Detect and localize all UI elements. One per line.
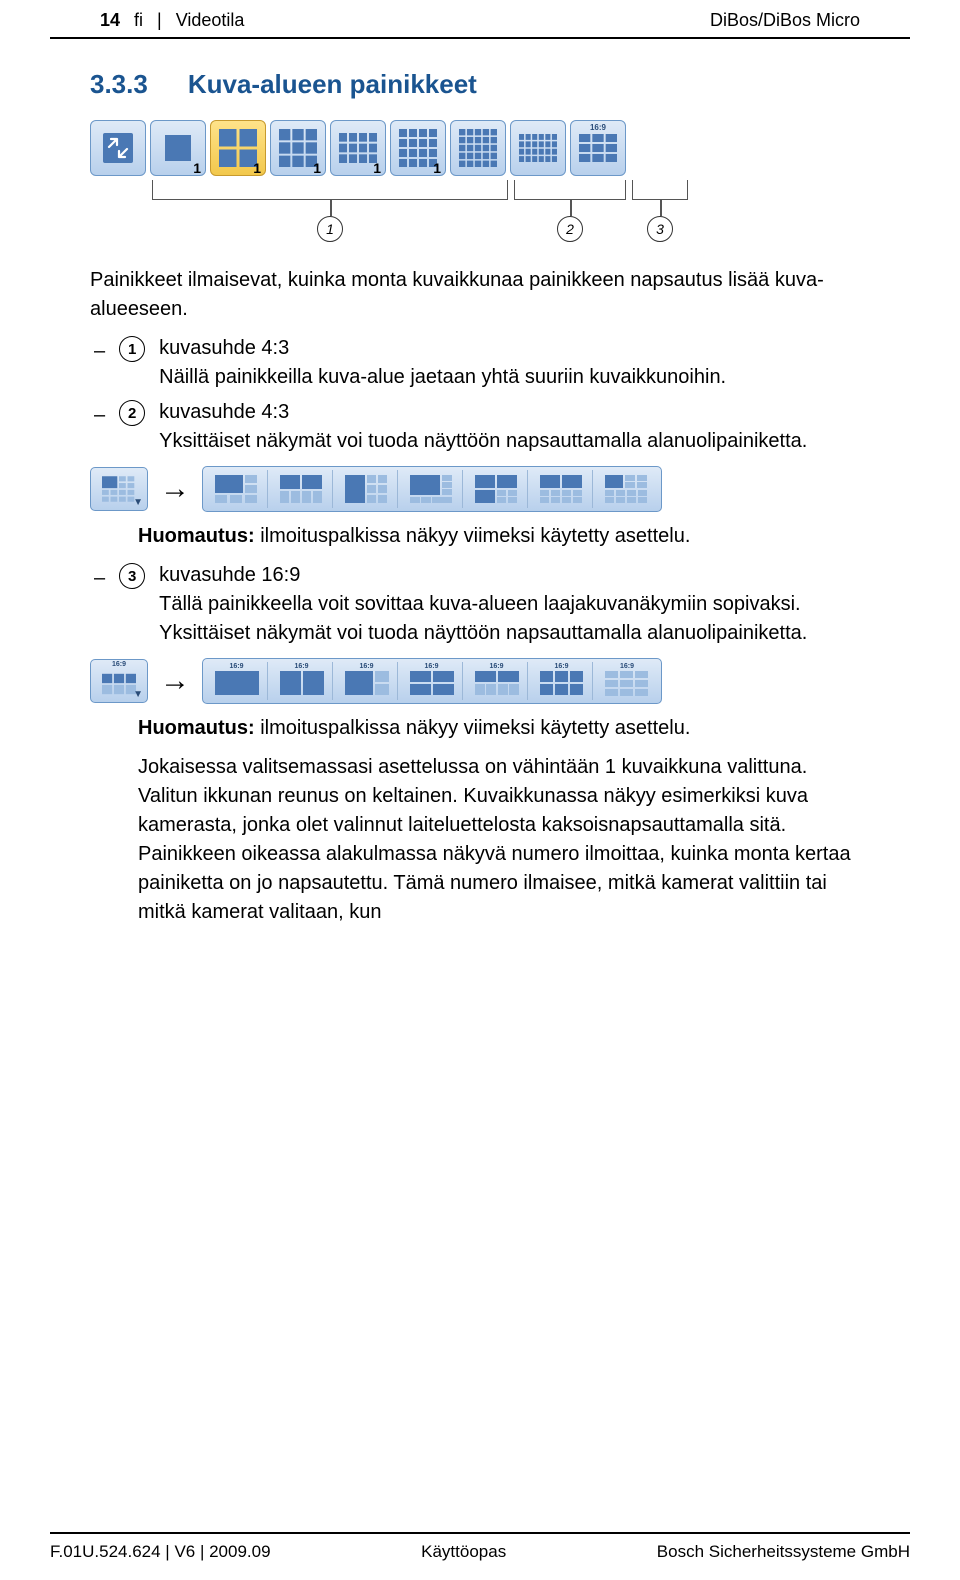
section-number: 3.3.3	[90, 69, 148, 100]
locale: fi	[134, 10, 143, 31]
tail-paragraph: Jokaisessa valitsemassasi asettelussa on…	[138, 753, 870, 927]
callout-line	[330, 200, 332, 216]
page-content: 3.3.3 Kuva-alueen painikkeet 1111116:9 1…	[0, 39, 960, 957]
note-2: Huomautus: ilmoituspalkissa näkyy viimek…	[138, 714, 870, 743]
callout-circle-3: 3	[647, 216, 673, 242]
arrow-icon: →	[160, 664, 190, 698]
layout-button-expand[interactable]	[90, 120, 146, 176]
note1-bold: Huomautus:	[138, 525, 255, 547]
layout-option-1[interactable]	[206, 470, 268, 508]
layout-option-169-1[interactable]: 16:9	[206, 662, 268, 700]
dash: –	[94, 401, 105, 430]
layout-button-g4x4[interactable]: 1	[390, 120, 446, 176]
item1-lead: kuvasuhde 4:3	[159, 337, 289, 359]
layout-button-g6x4[interactable]	[510, 120, 566, 176]
callout-line	[660, 200, 662, 216]
layout-options-strip-1	[202, 466, 662, 512]
layout-option-5[interactable]	[466, 470, 528, 508]
item2-lead: kuvasuhde 4:3	[159, 401, 289, 423]
section-title: Kuva-alueen painikkeet	[188, 69, 477, 100]
layout-option-6[interactable]	[531, 470, 593, 508]
section-name: Videotila	[176, 10, 245, 31]
footer-right: Bosch Sicherheitssysteme GmbH	[657, 1542, 910, 1562]
chevron-down-icon: ▼	[133, 497, 143, 508]
layout-button-g3x3[interactable]: 1	[270, 120, 326, 176]
layout-options-strip-2: 16:916:916:916:916:916:916:9	[202, 658, 662, 704]
divider: |	[157, 10, 162, 31]
callout-bracket	[514, 180, 626, 200]
layout-option-169-7[interactable]: 16:9	[596, 662, 658, 700]
product-name: DiBos/DiBos Micro	[710, 10, 860, 31]
toolbar-callouts: 1 2 3	[90, 180, 870, 250]
callout-circle-2: 2	[557, 216, 583, 242]
layout-button-dropdown-169[interactable]: 16:9 ▼	[90, 659, 148, 703]
item2-text: Yksittäiset näkymät voi tuoda näyttöön n…	[159, 430, 807, 452]
section-heading: 3.3.3 Kuva-alueen painikkeet	[90, 69, 870, 100]
dash: –	[94, 337, 105, 366]
layout-button-g5x5[interactable]	[450, 120, 506, 176]
callout-bracket	[152, 180, 508, 200]
item2-body: kuvasuhde 4:3 Yksittäiset näkymät voi tu…	[159, 398, 870, 456]
layout-option-169-6[interactable]: 16:9	[531, 662, 593, 700]
header-left: 14 fi | Videotila	[100, 10, 244, 31]
page-number: 14	[100, 10, 120, 31]
dash: –	[94, 564, 105, 593]
list-item-3: – 3 kuvasuhde 16:9 Tällä painikkeella vo…	[94, 561, 870, 648]
layout-option-169-4[interactable]: 16:9	[401, 662, 463, 700]
list-item-1: – 1 kuvasuhde 4:3 Näillä painikkeilla ku…	[94, 334, 870, 392]
item1-text: Näillä painikkeilla kuva-alue jaetaan yh…	[159, 366, 726, 388]
layout-option-3[interactable]	[336, 470, 398, 508]
item3-text: Tällä painikkeella voit sovittaa kuva-al…	[159, 593, 807, 644]
layout-button-g2x2[interactable]: 1	[210, 120, 266, 176]
layout-button-g3x3_169[interactable]: 16:9	[570, 120, 626, 176]
layout-button-dropdown[interactable]: ▼	[90, 467, 148, 511]
layout-option-4[interactable]	[401, 470, 463, 508]
note2-text: ilmoituspalkissa näkyy viimeksi käytetty…	[260, 717, 690, 739]
layout-option-2[interactable]	[271, 470, 333, 508]
callout-line	[570, 200, 572, 216]
footer-left: F.01U.524.624 | V6 | 2009.09	[50, 1542, 271, 1562]
callout-bracket	[632, 180, 688, 200]
layout-option-169-3[interactable]: 16:9	[336, 662, 398, 700]
layout-toolbar: 1111116:9	[90, 120, 870, 176]
callout-circle-1: 1	[317, 216, 343, 242]
callout-num-2: 2	[119, 400, 145, 426]
chevron-down-icon: ▼	[133, 689, 143, 700]
page-header: 14 fi | Videotila DiBos/DiBos Micro	[50, 0, 910, 39]
callout-num-3: 3	[119, 563, 145, 589]
intro-paragraph: Painikkeet ilmaisevat, kuinka monta kuva…	[90, 266, 870, 324]
note1-text: ilmoituspalkissa näkyy viimeksi käytetty…	[260, 525, 690, 547]
note2-bold: Huomautus:	[138, 717, 255, 739]
layout-button-g1[interactable]: 1	[150, 120, 206, 176]
ratio-label: 16:9	[112, 661, 126, 668]
item3-body: kuvasuhde 16:9 Tällä painikkeella voit s…	[159, 561, 870, 648]
page-footer: F.01U.524.624 | V6 | 2009.09 Käyttöopas …	[50, 1532, 910, 1562]
note-1: Huomautus: ilmoituspalkissa näkyy viimek…	[138, 522, 870, 551]
layout-button-g4x3[interactable]: 1	[330, 120, 386, 176]
item1-body: kuvasuhde 4:3 Näillä painikkeilla kuva-a…	[159, 334, 870, 392]
layout-option-7[interactable]	[596, 470, 658, 508]
footer-center: Käyttöopas	[421, 1542, 506, 1562]
layout-strip-4-3: ▼ →	[90, 466, 870, 512]
item3-lead: kuvasuhde 16:9	[159, 564, 300, 586]
arrow-icon: →	[160, 472, 190, 506]
list-item-2: – 2 kuvasuhde 4:3 Yksittäiset näkymät vo…	[94, 398, 870, 456]
layout-option-169-5[interactable]: 16:9	[466, 662, 528, 700]
callout-num-1: 1	[119, 336, 145, 362]
layout-option-169-2[interactable]: 16:9	[271, 662, 333, 700]
layout-strip-16-9: 16:9 ▼ → 16:916:916:916:916:916:916:9	[90, 658, 870, 704]
